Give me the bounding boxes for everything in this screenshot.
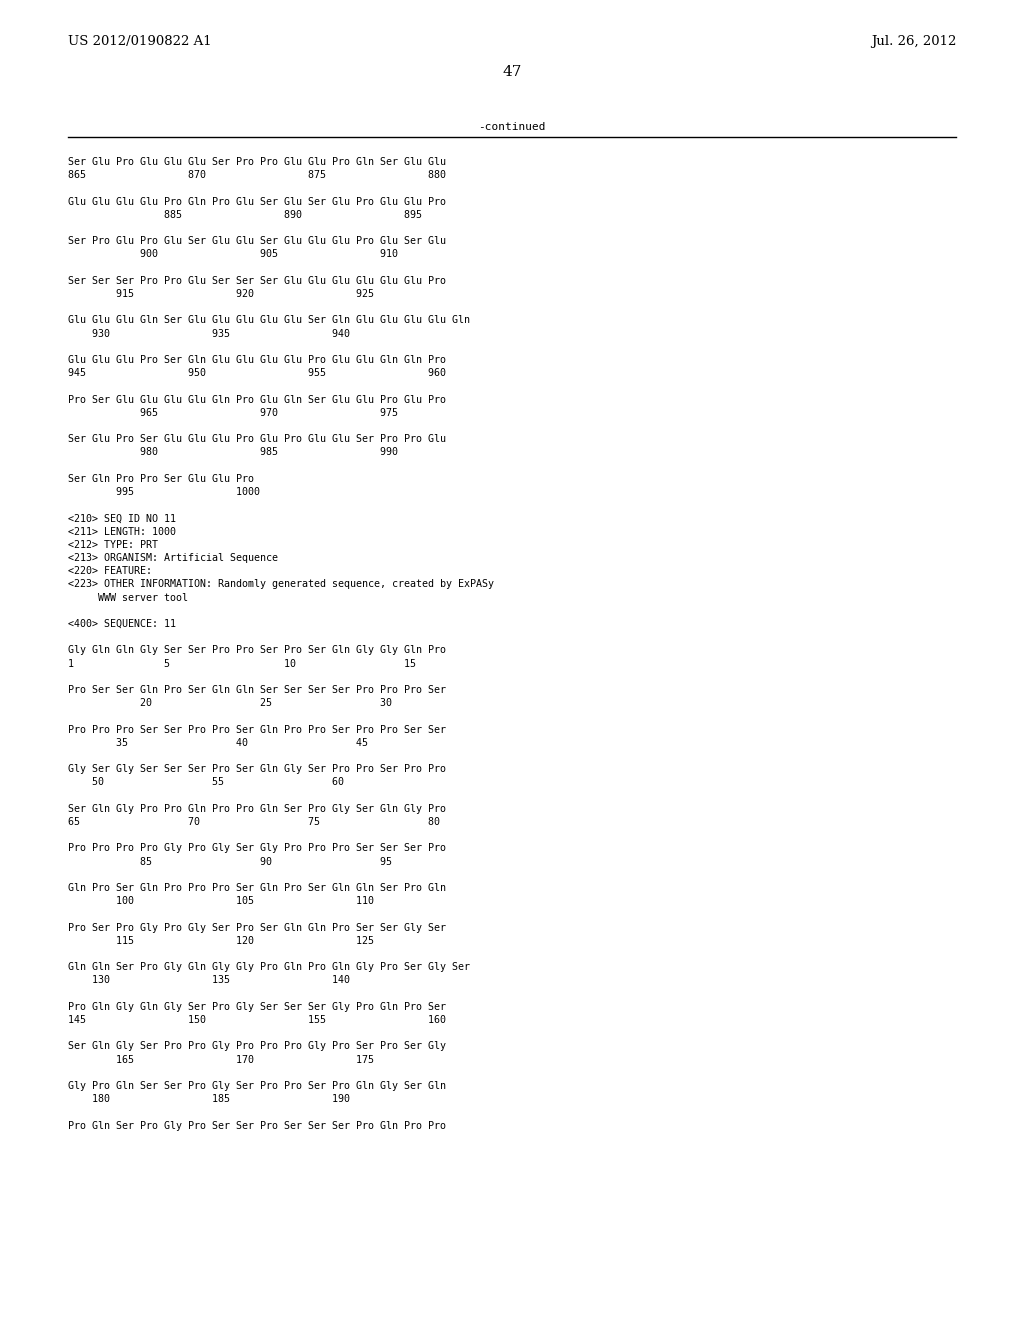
Text: Gln Pro Ser Gln Pro Pro Pro Ser Gln Pro Ser Gln Gln Ser Pro Gln: Gln Pro Ser Gln Pro Pro Pro Ser Gln Pro … — [68, 883, 446, 894]
Text: <210> SEQ ID NO 11: <210> SEQ ID NO 11 — [68, 513, 176, 524]
Text: Gly Ser Gly Ser Ser Ser Pro Ser Gln Gly Ser Pro Pro Ser Pro Pro: Gly Ser Gly Ser Ser Ser Pro Ser Gln Gly … — [68, 764, 446, 775]
Text: Pro Ser Glu Glu Glu Glu Gln Pro Glu Gln Ser Glu Glu Pro Glu Pro: Pro Ser Glu Glu Glu Glu Gln Pro Glu Gln … — [68, 395, 446, 405]
Text: <223> OTHER INFORMATION: Randomly generated sequence, created by ExPASy: <223> OTHER INFORMATION: Randomly genera… — [68, 579, 494, 590]
Text: Ser Glu Pro Glu Glu Glu Ser Pro Pro Glu Glu Pro Gln Ser Glu Glu: Ser Glu Pro Glu Glu Glu Ser Pro Pro Glu … — [68, 157, 446, 168]
Text: Pro Gln Gly Gln Gly Ser Pro Gly Ser Ser Ser Gly Pro Gln Pro Ser: Pro Gln Gly Gln Gly Ser Pro Gly Ser Ser … — [68, 1002, 446, 1012]
Text: 965                 970                 975: 965 970 975 — [68, 408, 398, 418]
Text: Gln Gln Ser Pro Gly Gln Gly Gly Pro Gln Pro Gln Gly Pro Ser Gly Ser: Gln Gln Ser Pro Gly Gln Gly Gly Pro Gln … — [68, 962, 470, 973]
Text: 980                 985                 990: 980 985 990 — [68, 447, 398, 458]
Text: 930                 935                 940: 930 935 940 — [68, 329, 350, 339]
Text: 1               5                   10                  15: 1 5 10 15 — [68, 659, 416, 669]
Text: Pro Pro Pro Ser Ser Pro Pro Ser Gln Pro Pro Ser Pro Pro Ser Ser: Pro Pro Pro Ser Ser Pro Pro Ser Gln Pro … — [68, 725, 446, 735]
Text: Pro Ser Pro Gly Pro Gly Ser Pro Ser Gln Gln Pro Ser Ser Gly Ser: Pro Ser Pro Gly Pro Gly Ser Pro Ser Gln … — [68, 923, 446, 933]
Text: 145                 150                 155                 160: 145 150 155 160 — [68, 1015, 446, 1026]
Text: 865                 870                 875                 880: 865 870 875 880 — [68, 170, 446, 181]
Text: 20                  25                  30: 20 25 30 — [68, 698, 392, 709]
Text: Pro Ser Ser Gln Pro Ser Gln Gln Ser Ser Ser Ser Pro Pro Pro Ser: Pro Ser Ser Gln Pro Ser Gln Gln Ser Ser … — [68, 685, 446, 696]
Text: <212> TYPE: PRT: <212> TYPE: PRT — [68, 540, 158, 550]
Text: 115                 120                 125: 115 120 125 — [68, 936, 374, 946]
Text: 47: 47 — [503, 65, 521, 79]
Text: Ser Gln Pro Pro Ser Glu Glu Pro: Ser Gln Pro Pro Ser Glu Glu Pro — [68, 474, 254, 484]
Text: <211> LENGTH: 1000: <211> LENGTH: 1000 — [68, 527, 176, 537]
Text: Ser Gln Gly Ser Pro Pro Gly Pro Pro Pro Gly Pro Ser Pro Ser Gly: Ser Gln Gly Ser Pro Pro Gly Pro Pro Pro … — [68, 1041, 446, 1052]
Text: 945                 950                 955                 960: 945 950 955 960 — [68, 368, 446, 379]
Text: Glu Glu Glu Pro Ser Gln Glu Glu Glu Glu Pro Glu Glu Gln Gln Pro: Glu Glu Glu Pro Ser Gln Glu Glu Glu Glu … — [68, 355, 446, 366]
Text: <400> SEQUENCE: 11: <400> SEQUENCE: 11 — [68, 619, 176, 630]
Text: Gly Pro Gln Ser Ser Pro Gly Ser Pro Pro Ser Pro Gln Gly Ser Gln: Gly Pro Gln Ser Ser Pro Gly Ser Pro Pro … — [68, 1081, 446, 1092]
Text: <213> ORGANISM: Artificial Sequence: <213> ORGANISM: Artificial Sequence — [68, 553, 278, 564]
Text: 165                 170                 175: 165 170 175 — [68, 1055, 374, 1065]
Text: 995                 1000: 995 1000 — [68, 487, 260, 498]
Text: 180                 185                 190: 180 185 190 — [68, 1094, 350, 1105]
Text: 130                 135                 140: 130 135 140 — [68, 975, 350, 986]
Text: 85                  90                  95: 85 90 95 — [68, 857, 392, 867]
Text: Ser Pro Glu Pro Glu Ser Glu Glu Ser Glu Glu Glu Pro Glu Ser Glu: Ser Pro Glu Pro Glu Ser Glu Glu Ser Glu … — [68, 236, 446, 247]
Text: Glu Glu Glu Gln Ser Glu Glu Glu Glu Glu Ser Gln Glu Glu Glu Glu Gln: Glu Glu Glu Gln Ser Glu Glu Glu Glu Glu … — [68, 315, 470, 326]
Text: Ser Ser Ser Pro Pro Glu Ser Ser Ser Glu Glu Glu Glu Glu Glu Pro: Ser Ser Ser Pro Pro Glu Ser Ser Ser Glu … — [68, 276, 446, 286]
Text: 65                  70                  75                  80: 65 70 75 80 — [68, 817, 440, 828]
Text: Ser Glu Pro Ser Glu Glu Glu Pro Glu Pro Glu Glu Ser Pro Pro Glu: Ser Glu Pro Ser Glu Glu Glu Pro Glu Pro … — [68, 434, 446, 445]
Text: Pro Pro Pro Pro Gly Pro Gly Ser Gly Pro Pro Pro Ser Ser Ser Pro: Pro Pro Pro Pro Gly Pro Gly Ser Gly Pro … — [68, 843, 446, 854]
Text: 885                 890                 895: 885 890 895 — [68, 210, 422, 220]
Text: -continued: -continued — [478, 121, 546, 132]
Text: Ser Gln Gly Pro Pro Gln Pro Pro Gln Ser Pro Gly Ser Gln Gly Pro: Ser Gln Gly Pro Pro Gln Pro Pro Gln Ser … — [68, 804, 446, 814]
Text: Pro Gln Ser Pro Gly Pro Ser Ser Pro Ser Ser Ser Pro Gln Pro Pro: Pro Gln Ser Pro Gly Pro Ser Ser Pro Ser … — [68, 1121, 446, 1131]
Text: Gly Gln Gln Gly Ser Ser Pro Pro Ser Pro Ser Gln Gly Gly Gln Pro: Gly Gln Gln Gly Ser Ser Pro Pro Ser Pro … — [68, 645, 446, 656]
Text: 100                 105                 110: 100 105 110 — [68, 896, 374, 907]
Text: Jul. 26, 2012: Jul. 26, 2012 — [870, 36, 956, 48]
Text: 50                  55                  60: 50 55 60 — [68, 777, 344, 788]
Text: 35                  40                  45: 35 40 45 — [68, 738, 368, 748]
Text: 915                 920                 925: 915 920 925 — [68, 289, 374, 300]
Text: 900                 905                 910: 900 905 910 — [68, 249, 398, 260]
Text: Glu Glu Glu Glu Pro Gln Pro Glu Ser Glu Ser Glu Pro Glu Glu Pro: Glu Glu Glu Glu Pro Gln Pro Glu Ser Glu … — [68, 197, 446, 207]
Text: <220> FEATURE:: <220> FEATURE: — [68, 566, 152, 577]
Text: WWW server tool: WWW server tool — [68, 593, 188, 603]
Text: US 2012/0190822 A1: US 2012/0190822 A1 — [68, 36, 212, 48]
